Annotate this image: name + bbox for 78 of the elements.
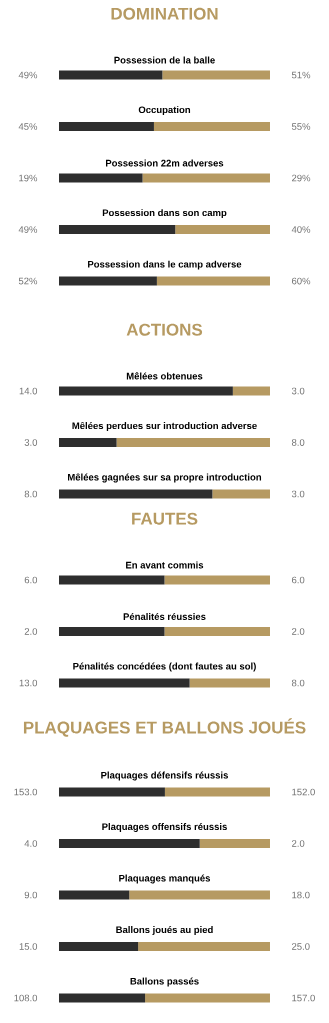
y-tick-label: Occupation — [138, 106, 191, 115]
chart-title: ACTIONS — [126, 323, 203, 336]
text: 2.0 — [24, 628, 38, 635]
text: 6.0 — [24, 576, 38, 584]
bar — [59, 173, 143, 183]
text: 55% — [291, 123, 311, 130]
y-tick-label: Plaquages offensifs réussis — [102, 822, 227, 832]
bar — [59, 993, 146, 1003]
text: 108.0 — [14, 994, 38, 1002]
y-tick-label: Mêlées perdues sur introduction adverse — [72, 421, 257, 431]
bar — [59, 438, 117, 448]
bar — [59, 489, 213, 499]
y-tick-label: Possession de la balle — [114, 56, 215, 64]
bar — [59, 70, 163, 80]
text: 6.0 — [292, 576, 305, 584]
bar — [175, 225, 270, 235]
y-tick-label: En avant commis — [126, 561, 204, 569]
text: 152.0 — [292, 788, 315, 796]
bar — [145, 993, 270, 1003]
bar — [164, 787, 270, 797]
y-tick-label: Pénalités réussies — [123, 612, 206, 620]
y-tick-label: Pénalités concédées (dont fautes au sol) — [73, 662, 256, 672]
y-tick-label: Mêlées gagnées sur sa propre introduction — [68, 473, 262, 483]
text: 13.0 — [19, 679, 38, 687]
text: 4.0 — [24, 840, 38, 847]
text: 52% — [18, 277, 38, 285]
text: 60% — [292, 277, 311, 285]
text: 45% — [18, 123, 38, 130]
bar — [199, 839, 270, 848]
bar — [212, 489, 270, 499]
text: 3.0 — [291, 387, 305, 395]
text: 49% — [18, 226, 38, 233]
y-tick-label: Mêlées obtenues — [126, 372, 203, 380]
y-tick-label: Possession 22m adverses — [105, 159, 224, 167]
text: 29% — [291, 174, 311, 182]
bar — [156, 276, 270, 286]
text: 2.0 — [291, 628, 305, 635]
bar — [153, 122, 270, 132]
text: 3.0 — [291, 490, 305, 498]
bar — [59, 890, 130, 900]
text: 40% — [291, 226, 311, 233]
y-tick-label: Plaquages manqués — [119, 874, 211, 884]
bar — [59, 942, 139, 951]
y-tick-label: Possession dans son camp — [102, 209, 227, 218]
bar — [59, 839, 200, 848]
chart-title: PLAQUAGES ET BALLONS JOUÉS — [23, 718, 306, 737]
text: 9.0 — [24, 891, 38, 899]
bar — [129, 890, 270, 900]
bar — [59, 225, 176, 235]
bar — [59, 122, 154, 132]
bar — [59, 386, 233, 396]
text: 2.0 — [291, 840, 305, 847]
chart-title: FAUTES — [132, 512, 198, 525]
y-tick-label: Plaquages défensifs réussis — [101, 771, 228, 781]
y-tick-label: Ballons passés — [130, 977, 199, 987]
text: 49% — [18, 71, 38, 79]
text: 14.0 — [19, 387, 38, 395]
bar — [142, 173, 270, 183]
bar — [116, 438, 270, 448]
y-tick-label: Possession dans le camp adverse — [88, 260, 242, 270]
bar — [162, 70, 270, 80]
text: 18.0 — [292, 891, 310, 899]
text: 25.0 — [291, 943, 310, 950]
text: 3.0 — [24, 439, 38, 446]
text: 19% — [19, 174, 38, 182]
text: 157.0 — [292, 994, 315, 1002]
text: 8.0 — [24, 490, 38, 498]
bar — [232, 386, 270, 396]
y-tick-label: Ballons joués au pied — [116, 926, 213, 935]
bar — [59, 276, 157, 286]
bar — [138, 942, 270, 951]
text: 51% — [291, 71, 311, 79]
bar — [59, 787, 165, 797]
text: 15.0 — [19, 943, 38, 950]
text: 8.0 — [291, 439, 305, 446]
text: 8.0 — [291, 679, 305, 687]
text: 153.0 — [14, 788, 38, 796]
chart-title: DOMINATION — [111, 7, 218, 20]
